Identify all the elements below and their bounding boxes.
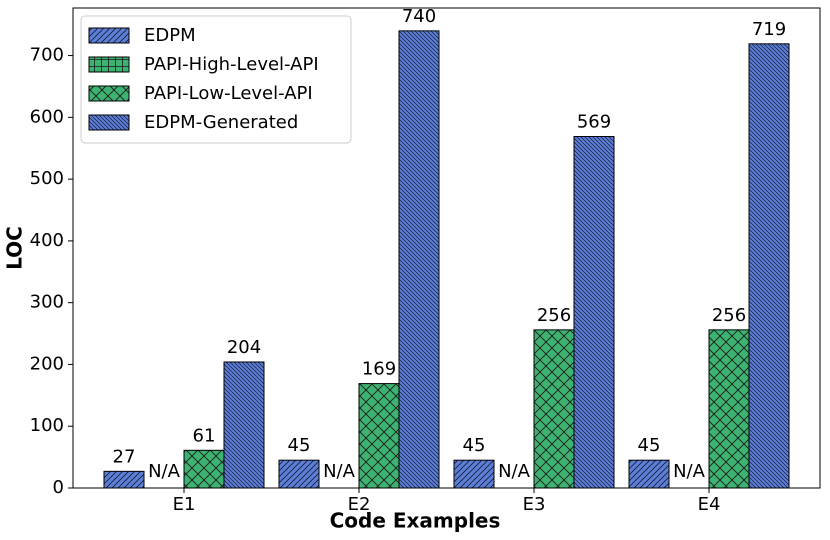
bar-hatch	[628, 459, 670, 489]
value-label: 45	[638, 435, 661, 456]
bar-hatch	[748, 43, 790, 489]
legend-swatch-hatch	[88, 85, 130, 102]
bar-hatch	[398, 30, 440, 489]
value-label: 204	[227, 337, 261, 358]
value-label: 45	[288, 435, 311, 456]
plot-frame	[72, 7, 821, 489]
legend-label: EDPM-Generated	[144, 112, 298, 133]
x-tick-label: E2	[348, 494, 371, 515]
na-label: N/A	[673, 461, 706, 482]
value-label: 740	[402, 6, 436, 27]
y-tick-label: 300	[30, 292, 64, 313]
bar-hatch	[358, 383, 400, 489]
na-label: N/A	[323, 461, 356, 482]
value-label: 45	[463, 435, 486, 456]
bar-hatch	[223, 361, 265, 489]
value-label: 61	[193, 425, 216, 446]
na-label: N/A	[498, 461, 531, 482]
value-label: 569	[577, 111, 611, 132]
y-tick-label: 700	[30, 45, 64, 66]
y-tick-label: 400	[30, 230, 64, 251]
y-tick-label: 0	[53, 477, 64, 498]
legend-swatch-hatch	[88, 27, 130, 44]
legend-swatch-hatch	[88, 56, 130, 73]
y-tick-label: 100	[30, 415, 64, 436]
bar-hatch	[183, 449, 225, 489]
bar-hatch	[278, 459, 320, 489]
bar-hatch	[453, 459, 495, 489]
y-tick-label: 200	[30, 353, 64, 374]
y-tick-label: 600	[30, 106, 64, 127]
value-label: 256	[712, 305, 746, 326]
x-axis-title: Code Examples	[330, 509, 501, 533]
value-label: 27	[113, 446, 136, 467]
value-label: 719	[752, 19, 786, 40]
x-tick-label: E3	[523, 494, 546, 515]
bar-hatch	[533, 329, 575, 489]
y-tick-label: 500	[30, 168, 64, 189]
legend-label: PAPI-High-Level-API	[144, 54, 319, 75]
bar-hatch	[573, 135, 615, 489]
value-label: 169	[362, 359, 396, 380]
value-label: 256	[537, 305, 571, 326]
y-axis-title: LOC	[3, 226, 27, 270]
x-tick-label: E4	[698, 494, 721, 515]
legend-label: PAPI-Low-Level-API	[144, 83, 313, 104]
bar-hatch	[103, 470, 145, 489]
legend-box	[80, 15, 352, 144]
x-tick-label: E1	[173, 494, 196, 515]
na-label: N/A	[148, 461, 181, 482]
legend-label: EDPM	[144, 25, 196, 46]
bar-hatch	[708, 329, 750, 489]
legend-swatch-hatch	[88, 114, 130, 131]
